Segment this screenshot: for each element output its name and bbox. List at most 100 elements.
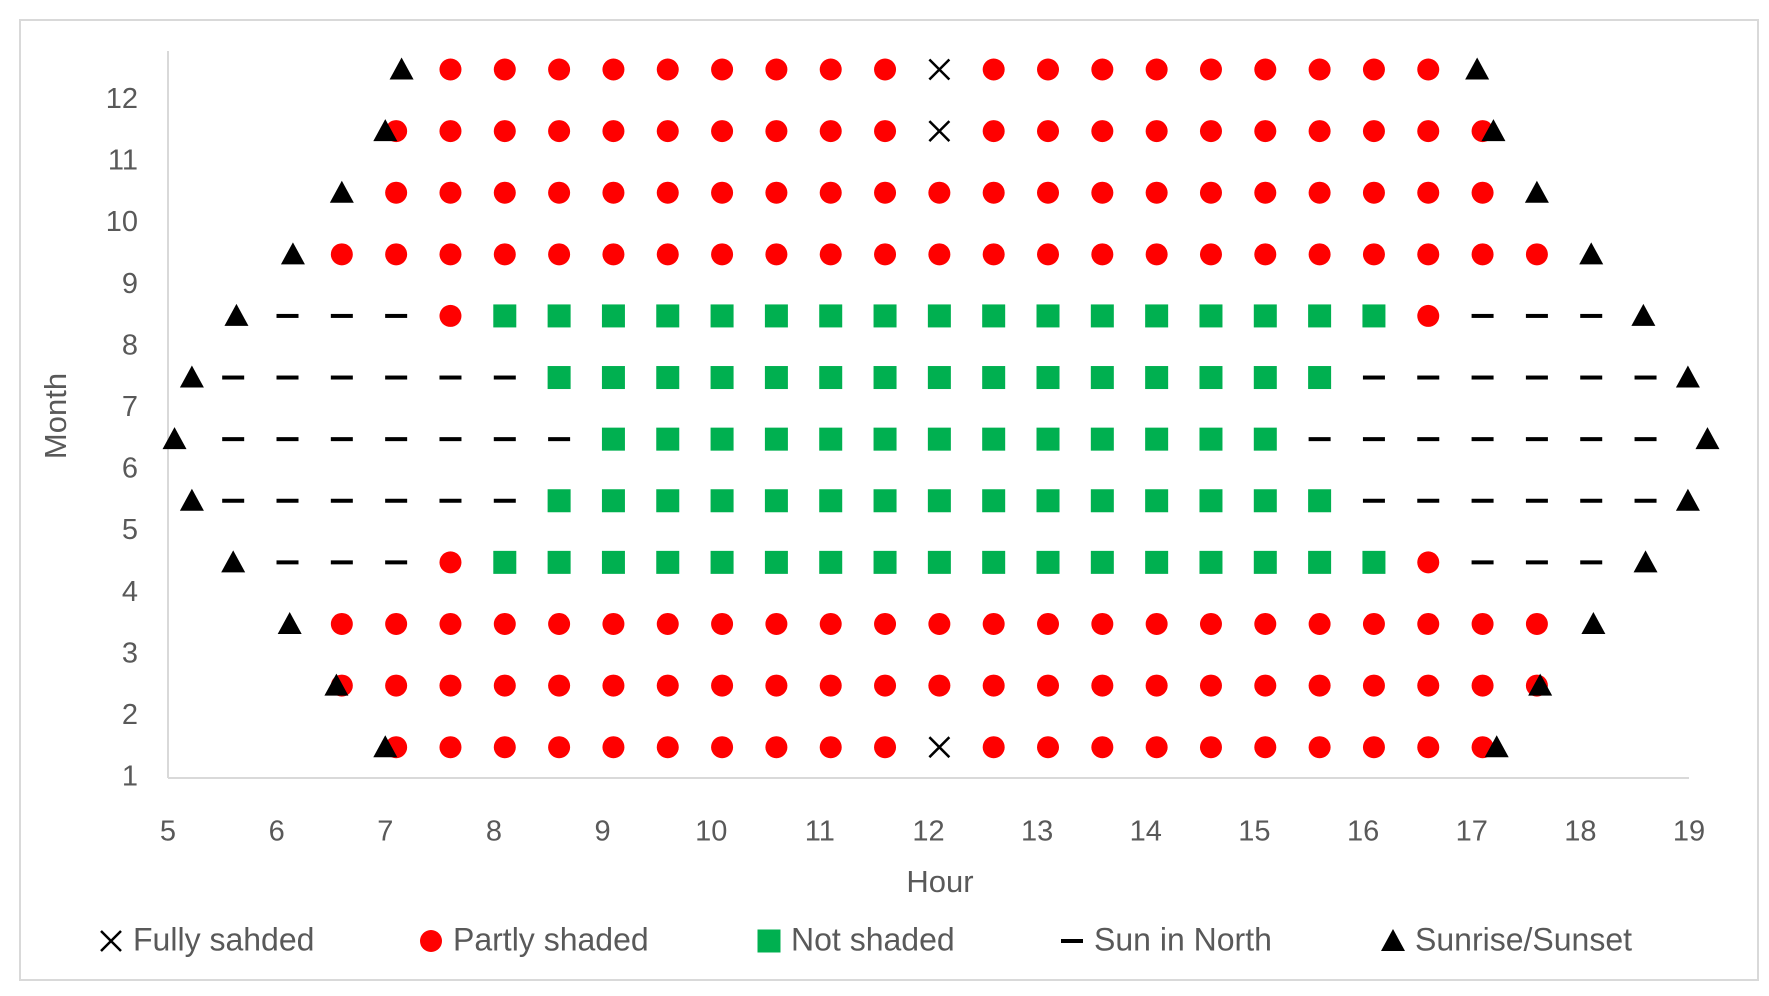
point-square: [764, 427, 788, 451]
point-square: [1253, 366, 1277, 390]
point-circle: [874, 120, 897, 143]
point-dash: [1362, 437, 1385, 442]
legend-text: Not shaded: [791, 921, 955, 957]
point-square: [1036, 427, 1060, 451]
point-square: [656, 489, 680, 513]
point-circle: [711, 58, 734, 81]
point-square: [873, 550, 897, 574]
point-square: [493, 304, 517, 328]
point-dash: [493, 375, 516, 380]
point-circle: [1417, 674, 1440, 697]
point-circle: [420, 930, 442, 952]
point-dash: [276, 313, 299, 318]
point-dash: [1580, 375, 1603, 380]
point-square: [656, 550, 680, 574]
point-dash: [1471, 375, 1494, 380]
point-dash: [1417, 375, 1440, 380]
point-square: [982, 489, 1006, 513]
point-circle: [765, 612, 788, 635]
point-dash: [276, 437, 299, 442]
point-circle: [548, 736, 571, 759]
y-tick-label: 4: [122, 576, 138, 608]
point-circle: [765, 243, 788, 266]
point-circle: [1145, 736, 1168, 759]
point-circle: [548, 674, 571, 697]
point-square: [1253, 427, 1277, 451]
legend-item: Fully sahded: [100, 921, 314, 957]
point-square: [710, 550, 734, 574]
point-circle: [874, 674, 897, 697]
point-circle: [385, 674, 408, 697]
point-circle: [1308, 120, 1331, 143]
point-dash: [1580, 498, 1603, 503]
point-circle: [928, 181, 951, 204]
point-square: [1090, 366, 1114, 390]
point-triangle: [1484, 735, 1509, 758]
point-square: [927, 366, 951, 390]
y-tick-label: 3: [122, 637, 138, 669]
point-square: [927, 304, 951, 328]
point-circle: [874, 612, 897, 635]
x-tick-label: 13: [1021, 816, 1053, 848]
point-dash: [330, 560, 353, 565]
point-dash: [1634, 375, 1657, 380]
point-square: [819, 427, 843, 451]
point-square: [1308, 366, 1332, 390]
point-circle: [819, 58, 842, 81]
point-circle: [1417, 58, 1440, 81]
point-square: [1253, 304, 1277, 328]
point-triangle: [373, 119, 398, 142]
point-square: [1036, 550, 1060, 574]
point-circle: [928, 674, 951, 697]
point-triangle: [277, 611, 302, 634]
point-square: [656, 366, 680, 390]
point-dash: [493, 437, 516, 442]
point-circle: [439, 736, 462, 759]
point-dash: [385, 437, 408, 442]
point-circle: [1091, 120, 1114, 143]
legend-item: Partly shaded: [420, 921, 649, 957]
point-square: [1145, 427, 1169, 451]
point-square: [1090, 427, 1114, 451]
point-square: [1145, 304, 1169, 328]
point-circle: [439, 612, 462, 635]
point-circle: [765, 181, 788, 204]
point-triangle: [162, 427, 187, 450]
point-square: [1090, 550, 1114, 574]
y-tick-label: 1: [122, 761, 138, 793]
point-square: [1036, 489, 1060, 513]
point-circle: [1308, 674, 1331, 697]
point-circle: [548, 243, 571, 266]
point-square: [547, 550, 571, 574]
point-square: [873, 427, 897, 451]
point-square: [1308, 489, 1332, 513]
point-circle: [819, 736, 842, 759]
point-dash: [330, 313, 353, 318]
x-axis-title: Hour: [906, 864, 973, 899]
point-circle: [1308, 58, 1331, 81]
y-tick-label: 9: [122, 268, 138, 300]
point-square: [873, 489, 897, 513]
y-tick-label: 12: [106, 83, 138, 115]
point-circle: [1362, 612, 1385, 635]
point-circle: [928, 243, 951, 266]
point-dash: [222, 498, 245, 503]
point-circle: [765, 58, 788, 81]
point-circle: [928, 612, 951, 635]
point-circle: [656, 181, 679, 204]
point-circle: [1199, 612, 1222, 635]
point-circle: [656, 736, 679, 759]
series: [222, 313, 1657, 565]
point-circle: [656, 120, 679, 143]
point-dash: [276, 375, 299, 380]
point-dash: [1471, 498, 1494, 503]
legend-item: Sunrise/Sunset: [1381, 921, 1632, 957]
point-circle: [874, 736, 897, 759]
point-square: [601, 304, 625, 328]
point-circle: [982, 736, 1005, 759]
x-tick-label: 7: [377, 816, 393, 848]
point-circle: [819, 181, 842, 204]
point-dash: [330, 498, 353, 503]
point-circle: [1417, 736, 1440, 759]
